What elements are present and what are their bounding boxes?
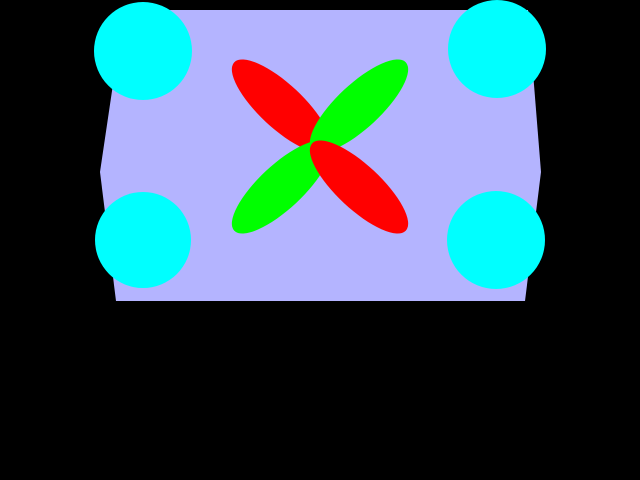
petal-lower-right-red: [309, 140, 409, 234]
petal-upper-right-green: [309, 59, 409, 153]
petal-lower-left-green: [231, 140, 331, 234]
corner-circle-top-left: [94, 2, 192, 100]
corner-circle-top-right: [448, 0, 546, 98]
corner-circle-bottom-left: [95, 192, 191, 288]
pinwheel: [231, 59, 409, 234]
corner-circle-bottom-right: [447, 191, 545, 289]
petal-upper-left-red: [231, 59, 331, 153]
corner-circles: [94, 0, 546, 289]
